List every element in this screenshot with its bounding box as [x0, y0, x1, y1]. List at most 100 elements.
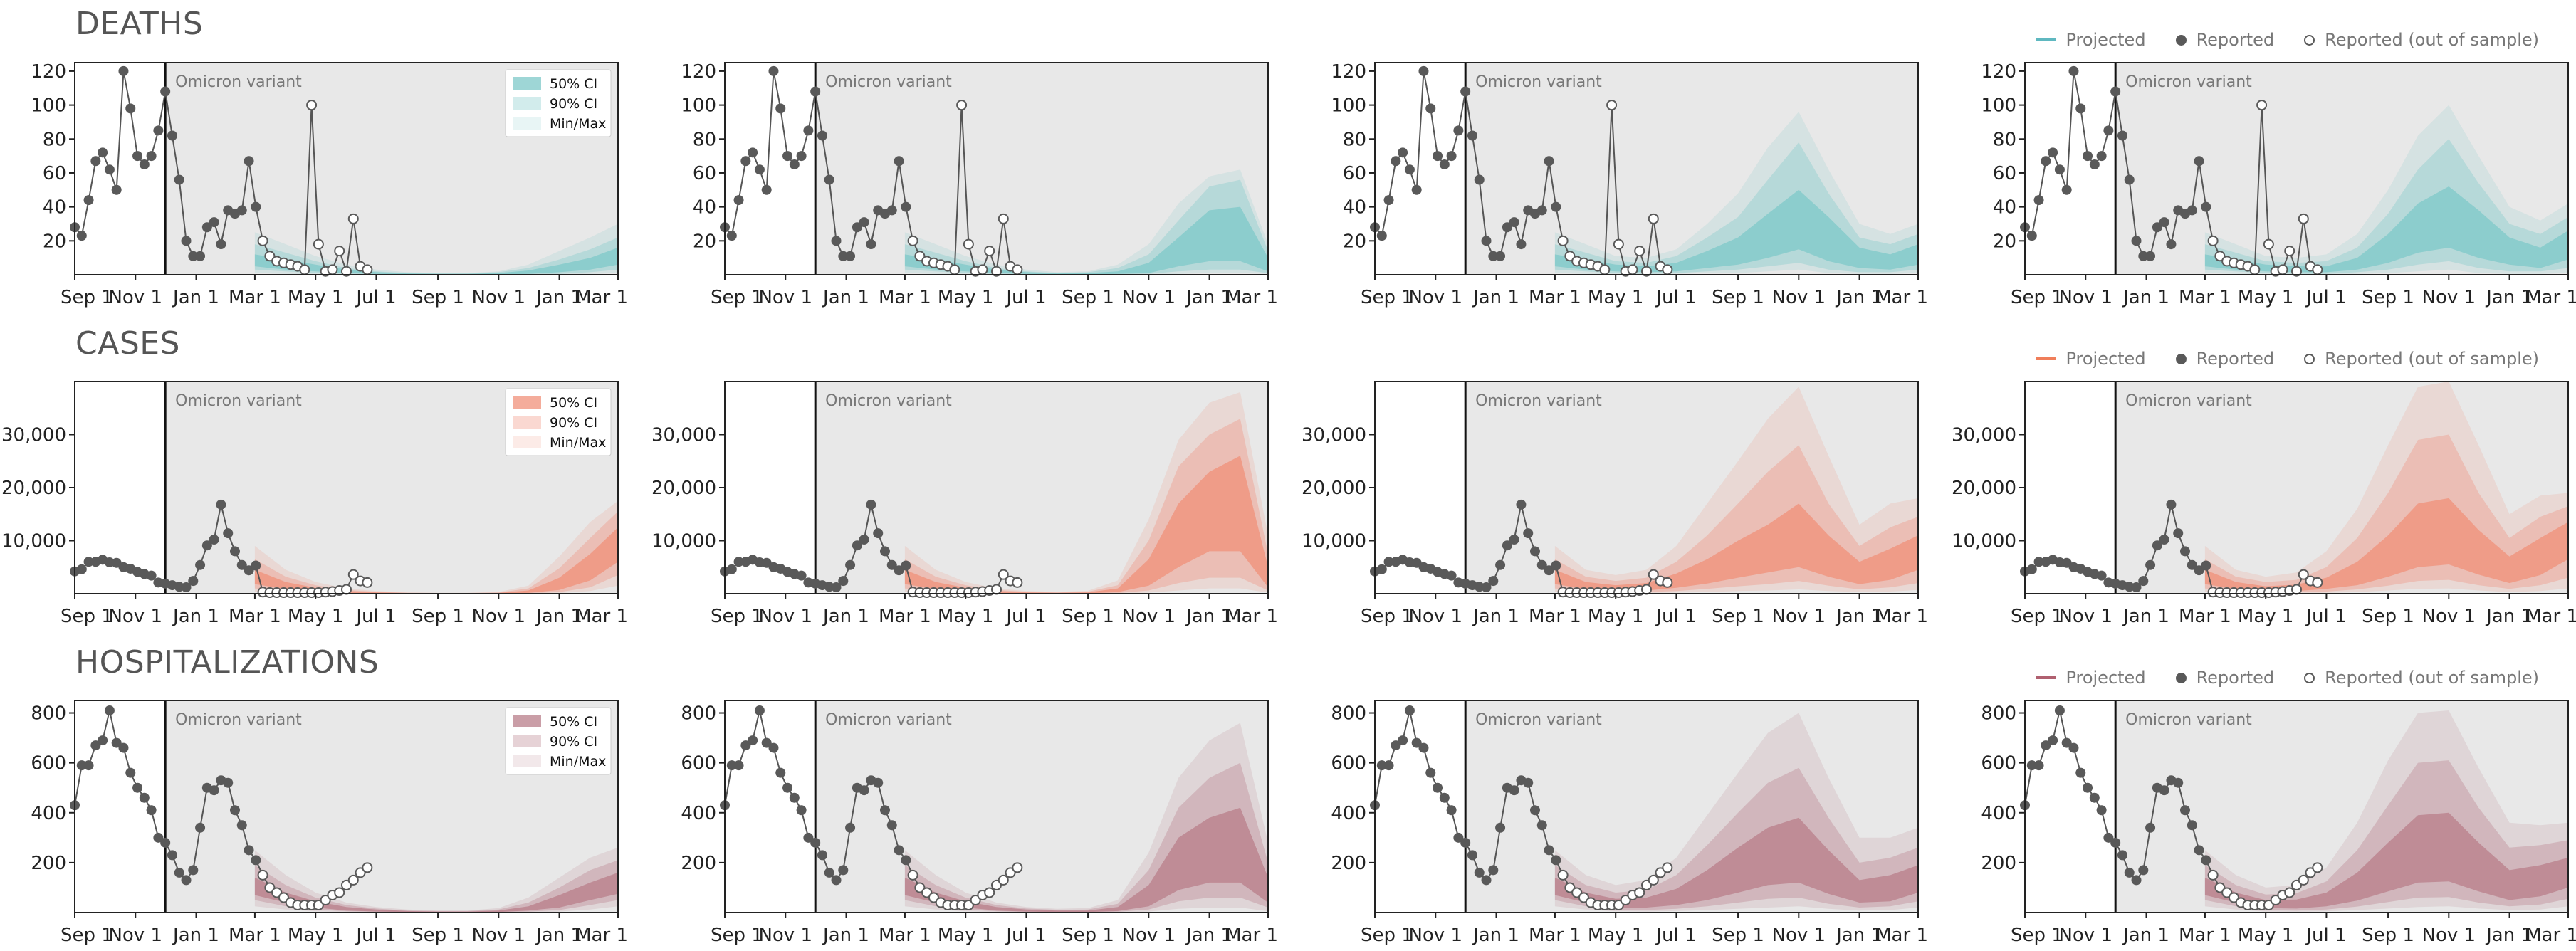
- out-of-sample-point: [977, 264, 988, 275]
- x-tick-label: May 1: [938, 606, 994, 627]
- plot-area: [1465, 382, 1918, 594]
- reported-point: [1418, 65, 1429, 76]
- reported-point: [1516, 499, 1527, 510]
- x-tick-label: Mar 1: [575, 925, 628, 946]
- x-tick-label: Nov 1: [108, 606, 162, 627]
- reported-point: [2033, 760, 2044, 771]
- out-of-sample-point: [1571, 887, 1583, 898]
- x-tick-label: Mar 1: [1529, 287, 1581, 308]
- reported-point: [1523, 777, 1534, 788]
- reported-point: [733, 195, 744, 206]
- out-of-sample-point: [2312, 862, 2323, 873]
- plot-area: [815, 63, 1268, 275]
- y-tick-label: 600: [31, 753, 66, 774]
- y-tick-label: 200: [681, 853, 716, 874]
- reported-point: [132, 782, 143, 793]
- band-ci50: [1554, 817, 1918, 908]
- reported-point: [1446, 151, 1457, 162]
- out-of-sample-point: [257, 235, 268, 246]
- ci-legend: 50% CI 90% CI Min/Max: [505, 69, 612, 137]
- x-tick-label: Jan 1: [535, 606, 582, 627]
- out-of-sample-point: [1557, 235, 1569, 246]
- reported-point: [1502, 540, 1512, 551]
- y-tick-label: 200: [31, 853, 66, 874]
- reported-point: [2187, 205, 2197, 216]
- x-tick-label: Mar 1: [1225, 925, 1278, 946]
- out-of-sample-point: [355, 867, 366, 878]
- x-tick-label: Jan 1: [1835, 287, 1883, 308]
- x-tick-label: Mar 1: [575, 606, 628, 627]
- reported-point: [810, 837, 821, 848]
- out-of-sample-dot-icon: [2304, 353, 2315, 364]
- out-of-sample-dot-icon: [2304, 34, 2315, 46]
- out-of-sample-point: [1641, 879, 1652, 890]
- reported-point: [236, 205, 247, 216]
- x-tick-label: Jul 1: [2305, 287, 2346, 308]
- x-tick-label: Sep 1: [1361, 287, 1413, 308]
- x-tick-label: Mar 1: [1225, 606, 1278, 627]
- x-tick-label: Mar 1: [1225, 287, 1278, 308]
- reported-point: [1495, 822, 1506, 833]
- reported-point: [2166, 499, 2177, 510]
- out-of-sample-point: [2214, 251, 2226, 262]
- reported-point: [859, 535, 869, 545]
- y-tick-label: 400: [1331, 803, 1366, 824]
- reported-point: [2173, 528, 2184, 539]
- y-tick-label: 80: [1343, 129, 1366, 150]
- x-tick-label: Mar 1: [879, 925, 931, 946]
- out-of-sample-point: [998, 569, 1009, 580]
- x-tick-label: Jan 1: [1185, 925, 1232, 946]
- ci-legend-swatch-ci50: [513, 77, 541, 90]
- reported-point: [229, 546, 240, 557]
- reported-point: [1391, 740, 1401, 751]
- reported-point: [886, 559, 897, 570]
- reported-point: [879, 546, 890, 557]
- band-ci90: [254, 237, 618, 275]
- reported-point: [146, 151, 157, 162]
- x-tick-label: Sep 1: [61, 287, 113, 308]
- y-tick-label: 600: [1331, 753, 1366, 774]
- reported-point: [111, 737, 122, 748]
- legend-projected: Projected: [2036, 349, 2146, 369]
- x-tick-label: Sep 1: [2362, 925, 2414, 946]
- reported-point: [1433, 151, 1443, 162]
- y-tick-label: 120: [31, 61, 66, 83]
- x-tick-label: May 1: [2238, 606, 2294, 627]
- out-of-sample-point: [1012, 264, 1023, 275]
- reported-point: [195, 559, 206, 570]
- legend-hospitalizations: Projected Reported Reported (out of samp…: [2006, 668, 2539, 688]
- reported-point: [2131, 236, 2142, 246]
- reported-point: [2083, 151, 2093, 162]
- x-tick-label: Nov 1: [758, 606, 812, 627]
- reported-point: [1495, 251, 1506, 261]
- plot-area: [2115, 382, 2568, 594]
- reported-point: [2194, 565, 2204, 576]
- reported-point: [244, 845, 254, 856]
- out-of-sample-point: [2263, 899, 2274, 910]
- reported-point: [181, 582, 192, 593]
- y-tick-label: 60: [693, 163, 716, 184]
- x-tick-label: Jul 1: [1655, 287, 1696, 308]
- out-of-sample-point: [2298, 213, 2309, 224]
- reported-point: [174, 867, 184, 878]
- ci-legend-label-ci90: 90% CI: [550, 96, 597, 112]
- x-tick-label: Mar 1: [229, 606, 281, 627]
- reported-point: [1446, 570, 1457, 581]
- reported-point: [216, 239, 226, 250]
- x-tick-label: May 1: [1588, 925, 1644, 946]
- x-tick-label: Jan 1: [1835, 925, 1883, 946]
- x-tick-label: Jul 1: [2305, 925, 2346, 946]
- plot-frame: [2024, 700, 2569, 913]
- out-of-sample-point: [907, 869, 918, 881]
- reported-point: [775, 767, 786, 778]
- reported-point: [1536, 205, 1547, 216]
- plot-frame: [1374, 700, 1919, 913]
- reported-point: [2048, 735, 2058, 746]
- reported-point: [2110, 837, 2121, 848]
- reported-point: [236, 820, 247, 831]
- reported-point: [1460, 837, 1471, 848]
- reported-point: [824, 867, 834, 878]
- x-tick-label: May 1: [288, 287, 344, 308]
- x-tick-label: Nov 1: [1772, 287, 1826, 308]
